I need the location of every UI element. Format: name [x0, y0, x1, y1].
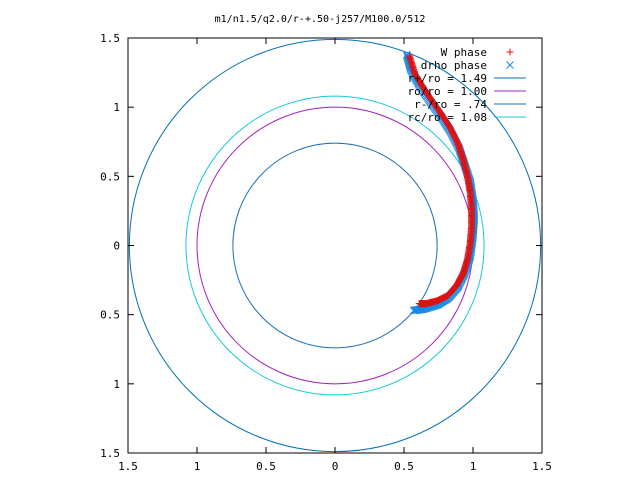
x-tick-label: 0.5 — [256, 460, 276, 473]
y-tick-label: 0.5 — [100, 309, 120, 322]
drho-phase-point — [409, 306, 418, 315]
y-tick-label: 1 — [113, 101, 120, 114]
chart-title: m1/n1.5/q2.0/r-+.50-j257/M100.0/512 — [215, 14, 426, 25]
plot-area: 1.5 1 0.5 0 0.5 1 1.5 1.5 1 0.5 0 0.5 1 1.5 — [100, 32, 552, 473]
legend-key-drho-phase — [506, 61, 514, 69]
y-tick-label: 0 — [113, 240, 120, 253]
legend-label-w-phase: W phase — [441, 46, 487, 59]
y-tick-label: 1.5 — [100, 32, 120, 45]
w-phase-point — [415, 300, 423, 308]
y-tick-label: 1 — [113, 378, 120, 391]
legend-label-drho-phase: drho phase — [421, 59, 487, 72]
series-w-phase — [406, 52, 476, 308]
x-tick-label: 1 — [194, 460, 201, 473]
legend-label-r-ro-74: r-/ro = .74 — [414, 98, 487, 111]
x-ticks: 1.5 1 0.5 0 0.5 1 1.5 — [118, 38, 552, 473]
x-tick-label: 0 — [332, 460, 339, 473]
x-tick-label: 1.5 — [118, 460, 138, 473]
circle-rc-ro-1-08 — [185, 95, 485, 396]
y-tick-label: 0.5 — [100, 170, 120, 183]
circle-r-ro-74 — [232, 142, 438, 349]
x-tick-label: 0.5 — [394, 460, 414, 473]
legend-label-rc-ro-1-08: rc/ro = 1.08 — [408, 111, 487, 124]
legend-label-r-ro-1-49: r+/ro = 1.49 — [408, 72, 487, 85]
legend-label-ro-ro-1-00: ro/ro = 1.00 — [408, 85, 487, 98]
y-tick-label: 1.5 — [100, 447, 120, 460]
circle-ro-ro-1-00 — [196, 106, 474, 385]
x-tick-label: 1.5 — [532, 460, 552, 473]
x-tick-label: 1 — [470, 460, 477, 473]
y-ticks: 1.5 1 0.5 0 0.5 1 1.5 — [100, 32, 542, 460]
legend-key-w-phase — [506, 48, 514, 56]
